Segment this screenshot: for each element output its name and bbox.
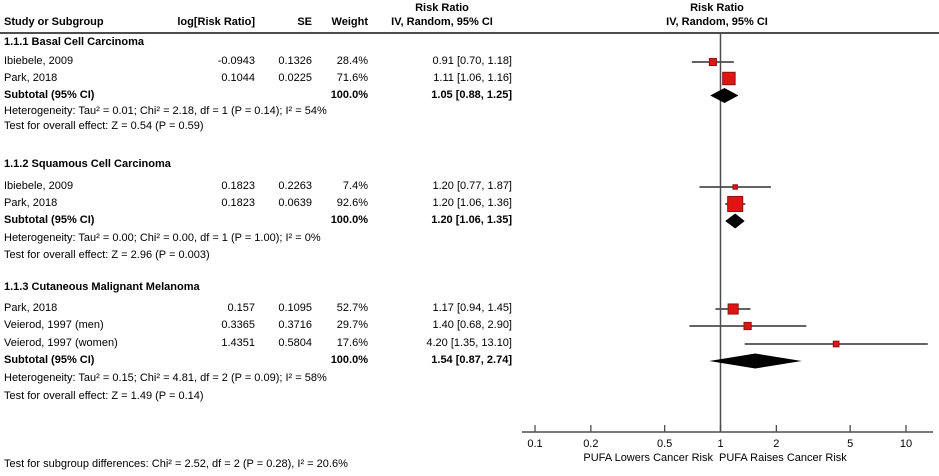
study-log-rr: 0.157	[227, 302, 255, 314]
col-header-study: Study or Subgroup	[4, 16, 104, 28]
study-ci: 0.91 [0.70, 1.18]	[432, 55, 512, 67]
study-se: 0.0225	[278, 71, 312, 84]
effect-square	[743, 321, 752, 331]
study-name: Park, 2018	[4, 71, 58, 84]
study-weight: 52.7%	[336, 302, 368, 314]
study-name: Park, 2018	[4, 197, 58, 209]
col-header-weight: Weight	[331, 16, 368, 28]
effect-square	[722, 71, 736, 86]
study-ci: 1.20 [0.77, 1.87]	[432, 180, 512, 192]
study-ci: 4.20 [1.35, 13.10]	[426, 337, 512, 349]
study-name: Ibiebele, 2009	[4, 180, 74, 192]
effect-square	[708, 57, 717, 67]
axis-tick-label: 0.5	[657, 438, 672, 450]
table-ci-header-line2: IV, Random, 95% CI	[391, 16, 493, 28]
study-ci: 1.40 [0.68, 2.90]	[432, 319, 512, 331]
axis-tick-label: 5	[847, 438, 853, 450]
subtotal-diamond	[709, 353, 802, 369]
study-log-rr: -0.0943	[217, 55, 255, 67]
study-se: 0.1095	[278, 302, 312, 314]
study-ci: 1.20 [1.06, 1.36]	[432, 197, 512, 209]
study-weight: 17.6%	[336, 337, 368, 349]
study-ci: 1.11 [1.06, 1.16]	[433, 71, 512, 84]
subtotal-ci: 1.54 [0.87, 2.74]	[431, 354, 512, 366]
heterogeneity-text: Heterogeneity: Tau² = 0.15; Chi² = 4.81,…	[4, 372, 327, 384]
plot-header-line2: IV, Random, 95% CI	[666, 16, 768, 28]
axis-label-right: PUFA Raises Cancer Risk	[719, 452, 847, 464]
effect-square	[727, 303, 739, 315]
axis-tick-label: 1	[717, 438, 723, 450]
axis-tick-label: 0.2	[583, 438, 598, 450]
study-weight: 28.4%	[336, 55, 368, 67]
subtotal-weight: 100.0%	[330, 354, 368, 366]
subtotal-label: Subtotal (95% CI)	[4, 214, 95, 226]
study-log-rr: 1.4351	[221, 337, 255, 349]
header-divider	[0, 32, 939, 34]
overall-effect-text: Test for overall effect: Z = 0.54 (P = 0…	[4, 120, 204, 132]
subtotal-ci: 1.05 [0.88, 1.25]	[431, 88, 512, 101]
col-header-log-rr: log[Risk Ratio]	[177, 16, 255, 28]
axis-label-left: PUFA Lowers Cancer Risk	[583, 452, 713, 464]
effect-square	[832, 340, 840, 348]
study-log-rr: 0.3365	[221, 319, 255, 331]
study-se: 0.0639	[278, 197, 312, 209]
subtotal-diamond	[725, 213, 745, 229]
study-log-rr: 0.1823	[221, 197, 255, 209]
study-ci: 1.17 [0.94, 1.45]	[432, 302, 512, 314]
study-weight: 92.6%	[336, 197, 368, 209]
axis-tick-label: 10	[900, 438, 912, 450]
effect-square	[727, 195, 744, 213]
study-weight: 7.4%	[342, 180, 368, 192]
subtotal-weight: 100.0%	[330, 88, 368, 101]
subtotal-weight: 100.0%	[330, 214, 368, 226]
axis-tick-label: 0.1	[527, 438, 542, 450]
heterogeneity-text: Heterogeneity: Tau² = 0.00; Chi² = 0.00,…	[4, 232, 321, 244]
study-se: 0.2263	[278, 180, 312, 192]
study-log-rr: 0.1044	[221, 71, 255, 84]
heterogeneity-text: Heterogeneity: Tau² = 0.01; Chi² = 2.18,…	[4, 105, 327, 117]
study-se: 0.1326	[278, 55, 312, 67]
study-name: Park, 2018	[4, 302, 58, 314]
subgroup-differences-text: Test for subgroup differences: Chi² = 2.…	[4, 458, 348, 470]
study-weight: 71.6%	[336, 71, 368, 84]
plot-header-line1: Risk Ratio	[690, 2, 744, 14]
subtotal-label: Subtotal (95% CI)	[4, 88, 95, 101]
overall-effect-text: Test for overall effect: Z = 1.49 (P = 0…	[4, 390, 204, 402]
table-ci-header-line1: Risk Ratio	[415, 2, 469, 14]
study-se: 0.5804	[278, 337, 312, 349]
study-name: Veierod, 1997 (women)	[4, 337, 118, 349]
subtotal-ci: 1.20 [1.06, 1.35]	[431, 214, 512, 226]
subtotal-label: Subtotal (95% CI)	[4, 354, 95, 366]
overall-effect-text: Test for overall effect: Z = 2.96 (P = 0…	[4, 249, 210, 261]
subtotal-diamond	[710, 88, 739, 103]
col-header-se: SE	[297, 16, 312, 28]
study-name: Ibiebele, 2009	[4, 55, 74, 67]
group-label: 1.1.3 Cutaneous Malignant Melanoma	[4, 281, 200, 293]
group-label: 1.1.1 Basal Cell Carcinoma	[4, 36, 145, 48]
study-se: 0.3716	[278, 319, 312, 331]
study-log-rr: 0.1823	[221, 180, 255, 192]
axis-tick-label: 2	[773, 438, 779, 450]
study-name: Veierod, 1997 (men)	[4, 319, 104, 331]
effect-square	[732, 184, 738, 190]
group-label: 1.1.2 Squamous Cell Carcinoma	[4, 158, 171, 170]
study-weight: 29.7%	[336, 319, 368, 331]
